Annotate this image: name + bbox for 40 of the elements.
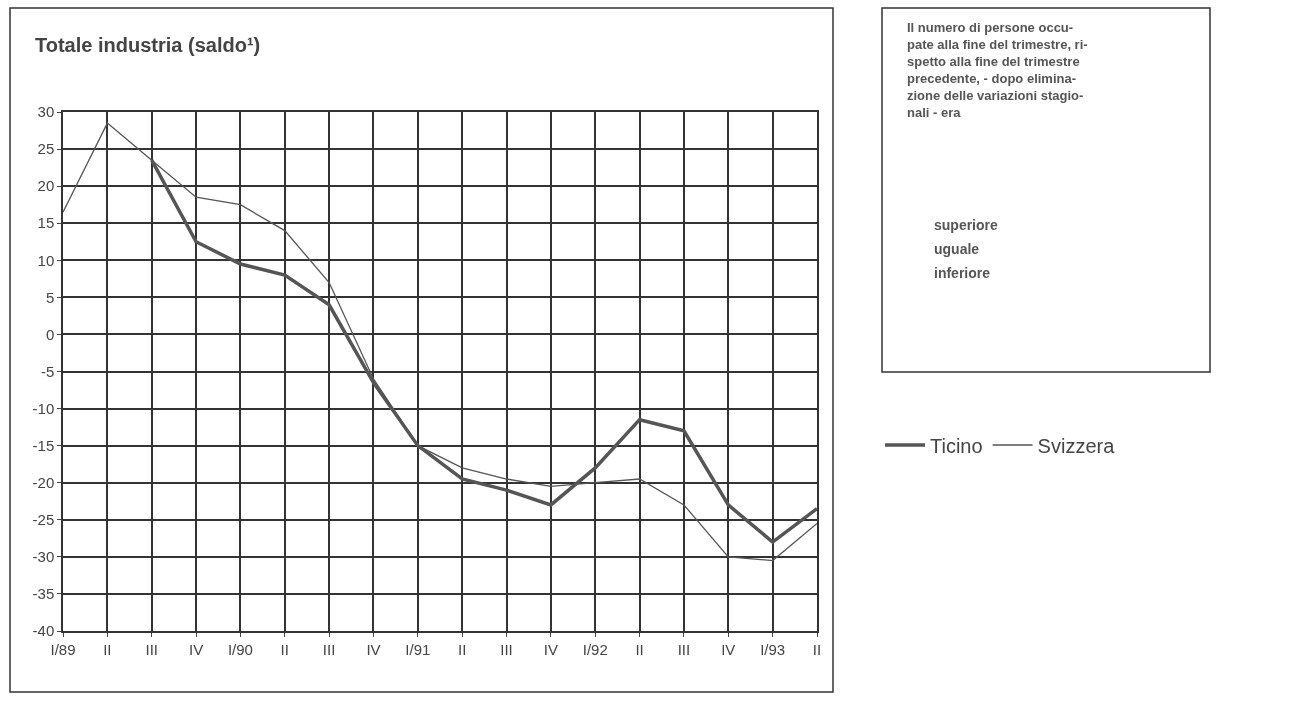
x-tick-label: IV — [188, 640, 204, 658]
y-tick-label: -40 — [32, 622, 55, 640]
y-tick-label: -20 — [32, 473, 55, 491]
text: Il numero di persone occu- pate alla fine del trimestre, ri- spetto alla fine del trimestre precedente, - dopo elimina- zione delle variazioni stagio- nali - era — [907, 20, 1088, 120]
legend-label: Ticino — [930, 434, 983, 457]
x-tick-label: III — [322, 640, 336, 658]
y-tick-label: 30 — [37, 103, 55, 121]
x-tick-label: I/93 — [760, 640, 786, 658]
x-tick-label: III — [145, 640, 158, 658]
text: inferiore — [934, 265, 991, 281]
x-tick-label: II — [458, 640, 467, 658]
y-tick-label: -5 — [40, 362, 55, 380]
y-tick-label: -10 — [32, 399, 55, 417]
x-tick-label: II — [635, 640, 644, 658]
x-tick-label: II — [812, 640, 822, 658]
y-tick-label: 20 — [37, 177, 55, 195]
y-tick-label: -15 — [32, 436, 55, 454]
x-tick-label: I/92 — [582, 640, 608, 658]
x-tick-label: I/90 — [227, 640, 253, 658]
x-tick-label: IV — [721, 640, 736, 658]
x-tick-label: III — [677, 640, 691, 658]
x-tick-label: III — [500, 640, 513, 658]
chart-title: Totale industria (saldo¹) — [35, 34, 261, 56]
y-tick-label: -35 — [32, 585, 55, 603]
y-tick-label: 25 — [37, 140, 55, 158]
y-tick-label: 0 — [45, 325, 55, 343]
y-tick-label: 5 — [45, 288, 55, 306]
y-tick-label: 10 — [37, 251, 55, 269]
y-tick-label: 15 — [37, 214, 55, 232]
text: uguale — [934, 241, 980, 257]
text: superiore — [934, 217, 999, 233]
y-tick-label: -25 — [32, 511, 55, 529]
x-tick-label: IV — [543, 640, 558, 658]
x-tick-label: I/89 — [50, 640, 76, 658]
x-tick-label: II — [103, 640, 112, 658]
x-tick-label: IV — [366, 640, 381, 658]
x-tick-label: II — [280, 640, 289, 658]
legend-label: Svizzera — [1037, 434, 1116, 457]
y-tick-label: -30 — [32, 548, 55, 566]
x-tick-label: I/91 — [405, 640, 431, 658]
